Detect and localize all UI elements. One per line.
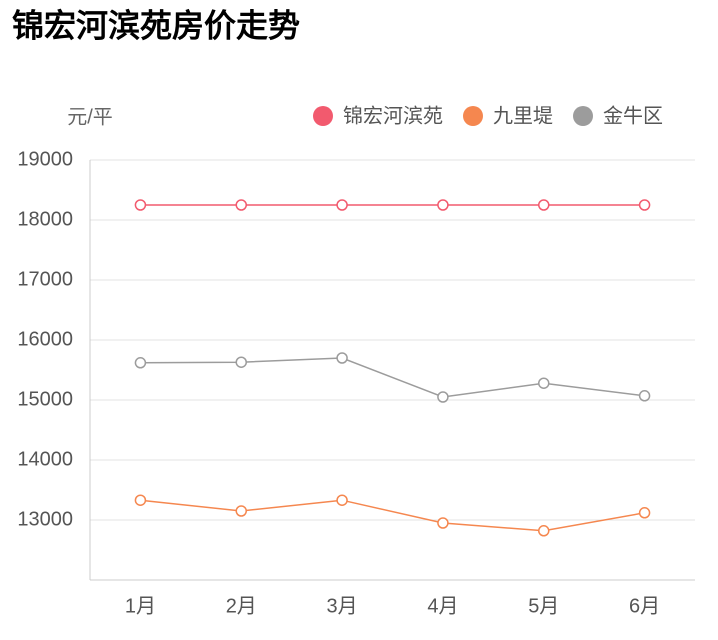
point	[437, 517, 449, 529]
point	[638, 199, 651, 211]
line	[140, 357, 645, 398]
line	[140, 499, 645, 532]
y-tick-label: 17000	[17, 268, 73, 290]
point	[235, 356, 247, 368]
y-tick-label: 16000	[17, 328, 73, 350]
legend-marker	[573, 106, 593, 126]
legend-label: 锦宏河滨苑	[343, 104, 443, 127]
legend-label: 九里堤	[493, 104, 553, 127]
chart-title: 锦宏河滨苑房价走势	[12, 7, 300, 43]
point	[538, 199, 550, 211]
x-tick-label: 1月	[125, 595, 156, 617]
legend-label: 金牛区	[603, 104, 663, 127]
legend-marker	[313, 106, 333, 126]
point	[336, 199, 348, 211]
y-tick-label: 15000	[17, 388, 73, 410]
point	[134, 199, 147, 211]
point	[336, 352, 348, 364]
point	[134, 357, 147, 369]
point	[134, 494, 147, 506]
y-tick-label: 18000	[17, 208, 73, 230]
x-tick-label: 2月	[226, 595, 257, 617]
x-tick-label: 4月	[427, 595, 458, 617]
y-tick-label: 19000	[17, 148, 73, 170]
y-axis-label: 元/平	[67, 106, 113, 128]
legend-marker	[463, 106, 483, 126]
y-tick-label: 14000	[17, 448, 73, 470]
x-tick-label: 5月	[528, 595, 559, 617]
x-tick-label: 3月	[327, 595, 358, 617]
point	[638, 507, 651, 519]
point	[235, 505, 247, 517]
point	[437, 391, 449, 403]
y-tick-label: 13000	[17, 508, 73, 530]
point	[235, 199, 247, 211]
point	[336, 494, 348, 506]
point	[437, 199, 449, 211]
point	[638, 390, 651, 402]
point	[538, 377, 550, 389]
x-tick-label: 6月	[629, 595, 660, 617]
point	[538, 525, 550, 537]
